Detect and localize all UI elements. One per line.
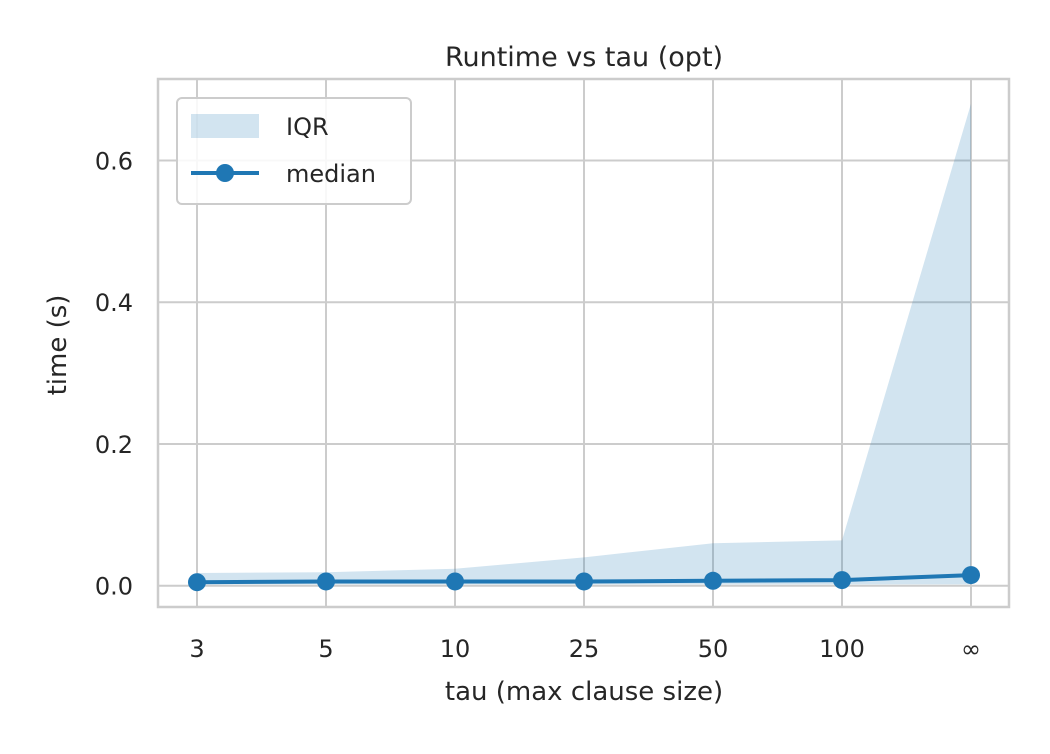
median-point (446, 572, 464, 591)
median-point (962, 566, 980, 585)
legend-iqr-swatch (191, 114, 259, 138)
plot-frame (156, 77, 1011, 609)
legend: IQR median (176, 97, 412, 205)
x-axis-label: tau (max clause size) (445, 677, 723, 707)
legend-box (176, 97, 412, 205)
x-tick-label: 50 (698, 635, 729, 663)
legend-median-marker (216, 164, 234, 182)
iqr-band-layer (197, 103, 971, 585)
y-tick-label: 0.4 (95, 289, 133, 317)
x-tick-label: 25 (569, 635, 600, 663)
grid-lines (158, 79, 1009, 607)
median-line-layer (188, 566, 980, 592)
y-axis-label: time (s) (43, 295, 73, 396)
legend-iqr-label: IQR (286, 113, 329, 141)
median-point (317, 572, 335, 591)
chart-title: Runtime vs tau (opt) (445, 42, 723, 73)
iqr-band (197, 103, 971, 585)
median-point (833, 571, 851, 590)
y-tick-labels: 0.0 0.2 0.4 0.6 (95, 148, 133, 601)
legend-median-label: median (286, 160, 376, 188)
median-point (188, 573, 206, 592)
y-tick-label: 0.0 (95, 573, 133, 601)
x-tick-label: 100 (819, 635, 865, 663)
y-tick-label: 0.6 (95, 148, 133, 176)
x-tick-labels: 3 5 10 25 50 100 ∞ (189, 635, 981, 663)
x-tick-label: ∞ (961, 635, 981, 663)
x-tick-label: 3 (189, 635, 204, 663)
x-tick-label: 5 (318, 635, 333, 663)
median-point (704, 571, 722, 590)
x-tick-label: 10 (440, 635, 471, 663)
median-point (575, 572, 593, 591)
y-tick-label: 0.2 (95, 431, 133, 459)
